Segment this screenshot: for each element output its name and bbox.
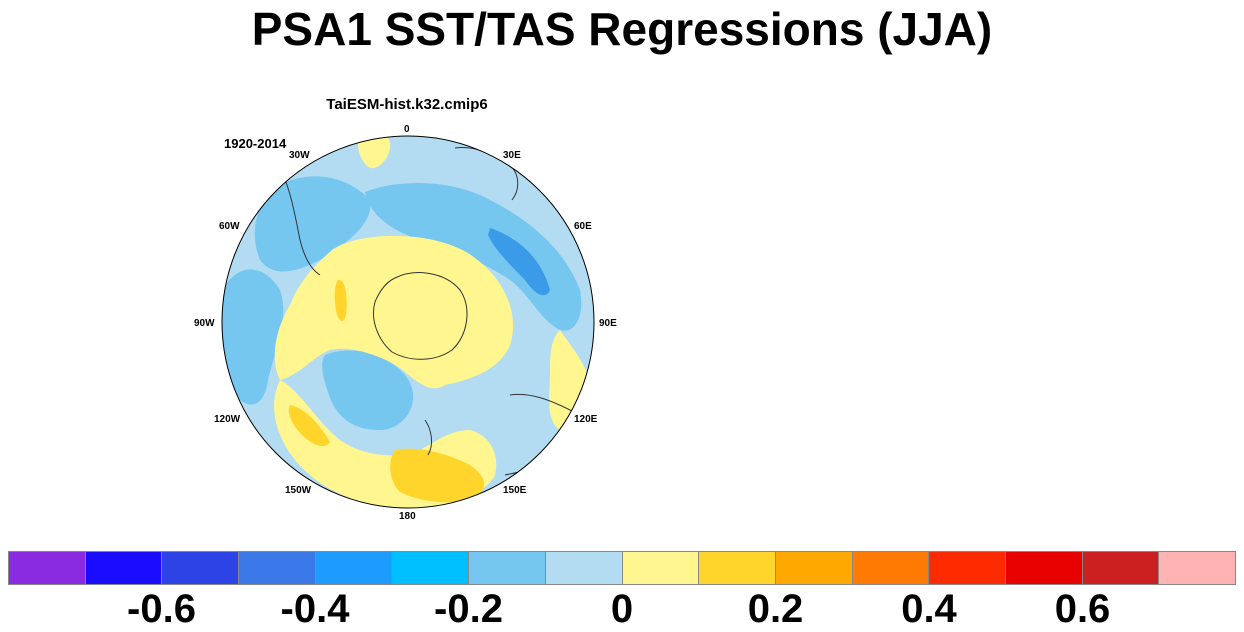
colorbar-tick-label: 0.4 — [901, 587, 957, 631]
moderate-positive-anomaly-tasman — [390, 448, 485, 503]
colorbar-box — [315, 552, 393, 584]
moderate-positive-anomaly-weddell — [334, 279, 347, 322]
strong-negative-anomaly-indian — [488, 228, 550, 296]
colorbar-box — [622, 552, 700, 584]
colorbar-box — [1005, 552, 1083, 584]
colorbar-tick-label: -0.6 — [127, 587, 196, 631]
colorbar-tick-label: 0.2 — [747, 587, 804, 631]
colorbar-tick-label: -0.2 — [434, 587, 503, 631]
negative-anomaly-southatlantic — [254, 176, 371, 272]
lon-label-90w: 90W — [194, 318, 215, 329]
colorbar-box — [699, 552, 776, 584]
lon-label-30e: 30E — [503, 150, 521, 161]
colorbar-box — [469, 552, 546, 584]
map-boundary — [221, 135, 595, 509]
colorbar-box — [775, 552, 853, 584]
colorbar-box — [9, 552, 86, 584]
polar-map — [221, 135, 595, 509]
figure-title: PSA1 SST/TAS Regressions (JJA) — [251, 3, 993, 55]
colorbar-box — [392, 552, 470, 584]
moderate-positive-anomaly-southpacific — [288, 405, 330, 446]
colorbar — [8, 551, 1236, 585]
lon-label-180: 180 — [399, 511, 416, 522]
colorbar-box — [929, 552, 1006, 584]
south-america-coastline — [277, 164, 321, 276]
antarctica-coastline — [373, 272, 468, 360]
panel-period-label: 1920-2014 — [224, 136, 287, 151]
lon-label-60w: 60W — [219, 221, 240, 232]
lon-label-90e: 90E — [599, 318, 617, 329]
panel-model-title: TaiESM-hist.k32.cmip6 — [326, 96, 488, 113]
lon-label-60e: 60E — [574, 221, 592, 232]
colorbar-tick-label: 0.6 — [1054, 587, 1111, 631]
lon-label-150w: 150W — [285, 485, 312, 496]
colorbar-box — [85, 552, 163, 584]
colorbar-box — [1159, 552, 1235, 584]
colorbar-box — [852, 552, 930, 584]
colorbar-box — [239, 552, 316, 584]
lon-label-120w: 120W — [214, 414, 241, 425]
colorbar-tick-label: -0.4 — [280, 587, 350, 631]
colorbar-tick-label: 0 — [610, 587, 634, 631]
lon-label-0: 0 — [404, 124, 410, 135]
negative-anomaly-rossamundsen — [322, 350, 414, 430]
new-zealand-coastline — [424, 419, 433, 456]
lon-label-120e: 120E — [574, 414, 598, 425]
lon-label-150e: 150E — [503, 485, 527, 496]
colorbar-box — [1082, 552, 1160, 584]
colorbar-box — [545, 552, 623, 584]
lon-label-30w: 30W — [289, 150, 310, 161]
negative-anomaly-eastpacific — [222, 269, 284, 405]
colorbar-box — [162, 552, 240, 584]
